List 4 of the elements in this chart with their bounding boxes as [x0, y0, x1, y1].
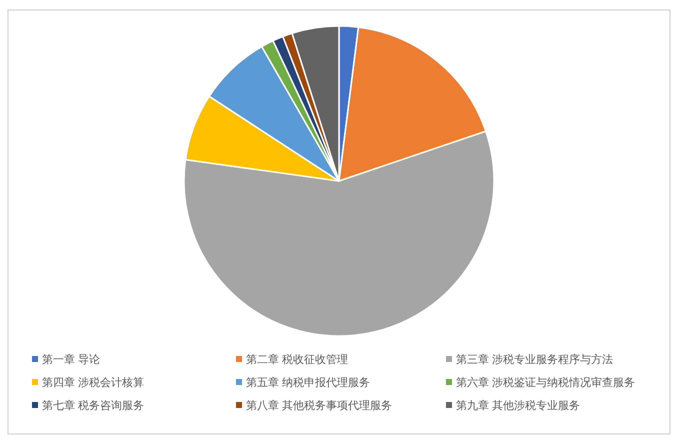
legend-label: 第二章 税收征收管理	[246, 353, 348, 366]
legend-label: 第四章 涉税会计核算	[42, 376, 144, 389]
legend-label: 第七章 税务咨询服务	[42, 399, 144, 412]
legend-label: 第一章 导论	[42, 353, 100, 366]
